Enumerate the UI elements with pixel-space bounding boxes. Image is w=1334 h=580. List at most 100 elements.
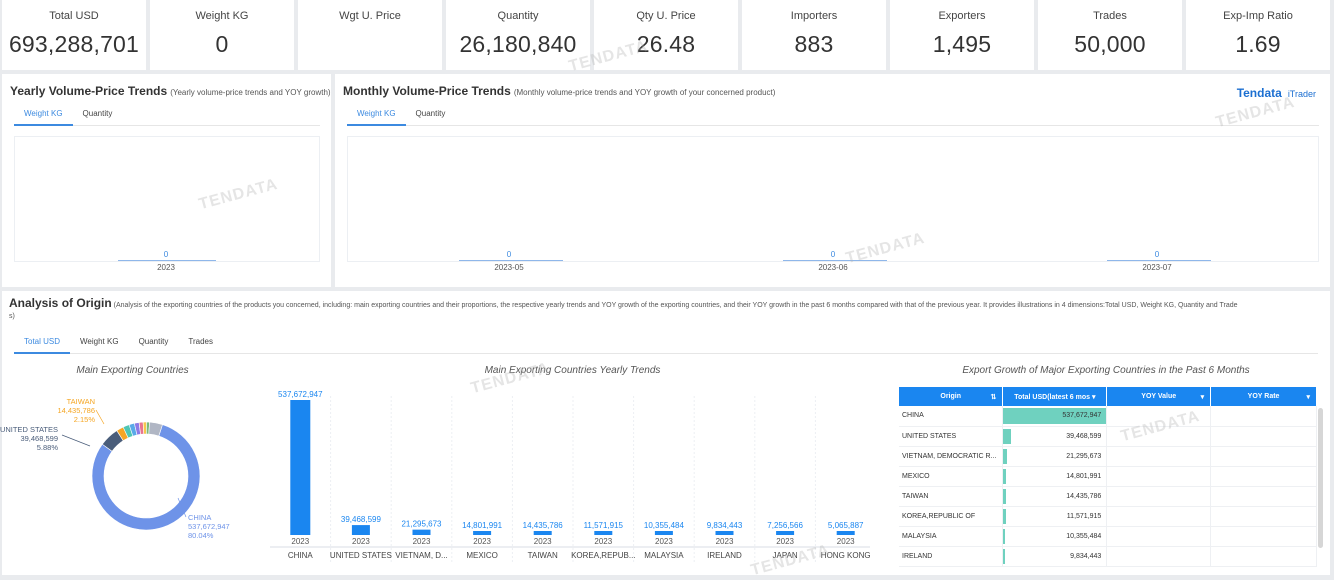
- table-row[interactable]: KOREA,REPUBLIC OF 11,571,915: [899, 506, 1317, 527]
- brand-name: Tendata: [1236, 86, 1282, 100]
- bar-title: Main Exporting Countries Yearly Trends: [484, 365, 661, 376]
- table-row[interactable]: TAIWAN 14,435,786: [899, 486, 1317, 507]
- total-usd-cell: 537,672,947: [1002, 406, 1108, 427]
- tab-origin-trades[interactable]: Trades: [188, 337, 213, 346]
- yoy-value-cell: [1106, 406, 1212, 427]
- sort-icon[interactable]: ⇅: [990, 394, 997, 401]
- yearly-zero-label: 0: [163, 250, 169, 259]
- bar[interactable]: [412, 529, 431, 535]
- total-usd-bar: [1003, 548, 1006, 564]
- pie-label-name: UNITED STATES: [0, 425, 58, 434]
- pie-label-pct: 80.04%: [188, 531, 214, 540]
- total-usd-value: 14,435,786: [1066, 492, 1102, 500]
- kpi-row: Total USD 693,288,701 Weight KG 0 Wgt U. Pri…: [0, 0, 1334, 70]
- caret-down-icon[interactable]: ▾: [1091, 393, 1096, 401]
- pie-slice[interactable]: [142, 421, 147, 435]
- bar-category-label: MEXICO: [466, 551, 498, 560]
- col-total-label: Total USD(latest 6 mos: [1014, 393, 1090, 401]
- yearly-tabs: Weight KG Quantity: [14, 104, 320, 126]
- yearly-trends-panel: Yearly Volume-Price Trends (Yearly volume…: [2, 74, 331, 287]
- total-usd-bar: [1003, 448, 1008, 464]
- table-row[interactable]: MEXICO 14,801,991: [899, 466, 1317, 487]
- bar[interactable]: [776, 531, 795, 535]
- bar-category-label: KOREA,REPUB...: [571, 551, 635, 560]
- monthly-tick: 2023-06: [818, 263, 848, 272]
- total-usd-bar: [1003, 488, 1007, 504]
- kpi-value: 693,288,701: [8, 31, 140, 57]
- kpi-card: Wgt U. Price: [298, 0, 442, 70]
- bar-category-label: IRELAND: [707, 551, 742, 560]
- kpi-label: Quantity: [497, 10, 539, 22]
- bar-year-label: 2023: [594, 537, 612, 546]
- pie-label-line: [61, 434, 91, 447]
- table-scrollbar[interactable]: [1318, 408, 1323, 548]
- bar[interactable]: [533, 531, 552, 535]
- yoy-rate-cell: [1210, 486, 1317, 507]
- kpi-card: Exporters 1,495: [890, 0, 1034, 70]
- bar[interactable]: [715, 531, 734, 535]
- bar-year-label: 2023: [837, 537, 855, 546]
- yoy-rate-cell: [1210, 506, 1317, 527]
- tab-origin-total-usd[interactable]: Total USD: [14, 332, 71, 354]
- table-row[interactable]: MALAYSIA 10,355,484: [899, 526, 1317, 547]
- yoy-rate-cell: [1210, 546, 1317, 567]
- tab-origin-weight[interactable]: Weight KG: [80, 337, 119, 346]
- table-row[interactable]: CHINA 537,672,947: [899, 406, 1317, 427]
- total-usd-bar: [1003, 428, 1011, 444]
- bar-category-label: HONG KONG: [821, 551, 871, 560]
- pie-label-name: TAIWAN: [67, 397, 95, 406]
- pie-label-value: 14,435,786: [57, 406, 95, 415]
- bar-value-label: 537,672,947: [278, 390, 323, 399]
- monthly-tabs: Weight KG Quantity: [347, 104, 1319, 126]
- total-usd-cell: 10,355,484: [1002, 526, 1108, 547]
- total-usd-value: 39,468,599: [1066, 432, 1102, 440]
- tab-yearly-weight[interactable]: Weight KG: [14, 104, 73, 126]
- tab-monthly-weight[interactable]: Weight KG: [347, 104, 406, 126]
- table-row[interactable]: UNITED STATES 39,468,599: [899, 426, 1317, 447]
- bar[interactable]: [351, 525, 370, 535]
- table-row[interactable]: IRELAND 9,834,443: [899, 546, 1317, 567]
- tab-origin-quantity[interactable]: Quantity: [138, 337, 169, 346]
- col-yoy-value[interactable]: YOY Value ▾: [1106, 387, 1212, 406]
- tab-monthly-quantity[interactable]: Quantity: [415, 109, 446, 118]
- monthly-title: Monthly Volume-Price Trends (Monthly volu…: [343, 84, 775, 98]
- bar[interactable]: [836, 531, 855, 535]
- pie-slice[interactable]: [91, 424, 201, 531]
- col-total-usd[interactable]: Total USD(latest 6 mos ▾: [1002, 387, 1108, 406]
- yearly-baseline: [118, 260, 216, 261]
- tab-yearly-quantity[interactable]: Quantity: [82, 109, 113, 118]
- bar-value-label: 21,295,673: [401, 520, 442, 529]
- origin-title: Analysis of Origin: [9, 296, 112, 310]
- total-usd-cell: 39,468,599: [1002, 426, 1108, 447]
- caret-down-icon[interactable]: ▾: [1306, 394, 1310, 401]
- total-usd-value: 21,295,673: [1066, 452, 1102, 460]
- origin-cell: IRELAND: [899, 546, 1004, 567]
- bar[interactable]: [473, 531, 492, 535]
- bar[interactable]: [654, 531, 673, 535]
- origin-cell: MALAYSIA: [899, 526, 1004, 547]
- monthly-baseline: [783, 260, 887, 261]
- pie-slice[interactable]: [148, 421, 163, 437]
- col-yoy-value-label: YOY Value: [1141, 393, 1177, 400]
- total-usd-cell: 14,801,991: [1002, 466, 1108, 487]
- yearly-title: Yearly Volume-Price Trends (Yearly volume…: [10, 84, 331, 98]
- bar-category-label: VIETNAM, D...: [395, 551, 447, 560]
- col-yoy-rate[interactable]: YOY Rate ▾: [1210, 387, 1317, 406]
- pie-label-value: 537,672,947: [188, 522, 230, 531]
- origin-cell: KOREA,REPUBLIC OF: [899, 506, 1004, 527]
- bar-value-label: 14,435,786: [523, 521, 564, 530]
- bar-year-label: 2023: [776, 537, 794, 546]
- origin-header: Analysis of Origin (Analysis of the expo…: [9, 296, 1327, 322]
- yearly-subtitle: (Yearly volume-price trends and YOY grow…: [170, 88, 331, 97]
- bar-year-label: 2023: [534, 537, 552, 546]
- bar-year-label: 2023: [413, 537, 431, 546]
- bar[interactable]: [594, 531, 613, 535]
- origin-subtitle: (Analysis of the exporting countries of …: [113, 302, 1238, 309]
- col-origin[interactable]: Origin ⇅: [899, 387, 1004, 406]
- bar-year-label: 2023: [352, 537, 370, 546]
- bar-category-label: JAPAN: [772, 551, 797, 560]
- caret-down-icon[interactable]: ▾: [1200, 394, 1205, 401]
- table-row[interactable]: VIETNAM, DEMOCRATIC R... 21,295,673: [899, 446, 1317, 467]
- bar[interactable]: [290, 400, 311, 535]
- yoy-value-cell: [1106, 426, 1212, 447]
